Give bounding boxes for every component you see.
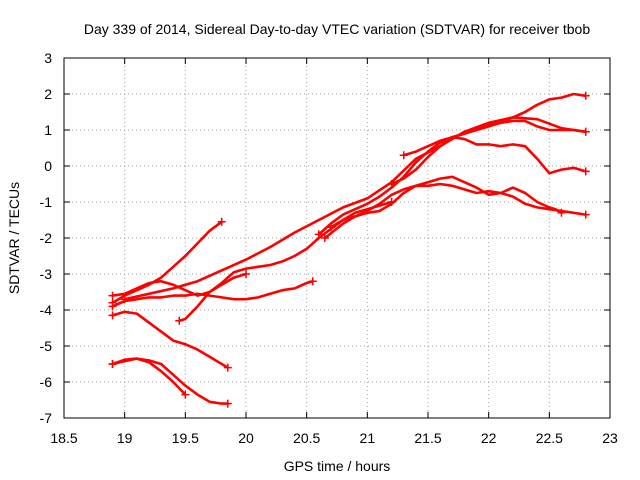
data-point-marker bbox=[108, 302, 117, 311]
y-tick-label: -6 bbox=[40, 374, 53, 390]
data-point-marker bbox=[108, 291, 117, 300]
axis-ticks: 18.5 19 19.5 20 20.5 21 21.5 22 22.5 23-7-6-5-4-3… bbox=[40, 50, 618, 446]
series-line-sat-e bbox=[111, 279, 315, 308]
x-tick-label: 19.5 bbox=[172, 430, 199, 446]
y-tick-label: -5 bbox=[40, 338, 53, 354]
x-tick-label: 20.5 bbox=[293, 430, 320, 446]
plot-series bbox=[108, 91, 590, 408]
x-tick-label: 21.5 bbox=[414, 430, 441, 446]
data-point-marker bbox=[320, 234, 329, 242]
data-point-marker bbox=[314, 230, 323, 239]
plot-frame bbox=[63, 57, 611, 419]
series-line-sat-g bbox=[178, 200, 393, 323]
data-point-marker bbox=[108, 311, 117, 320]
y-axis-label: SDTVAR / TECUs bbox=[6, 182, 22, 294]
series-line-sat-d bbox=[111, 220, 223, 305]
series-line-sat-b bbox=[111, 357, 187, 396]
data-point-marker bbox=[181, 390, 190, 399]
data-point-marker bbox=[223, 399, 232, 408]
data-point-marker bbox=[399, 151, 408, 160]
chart-title: Day 339 of 2014, Sidereal Day-to-day VTE… bbox=[84, 21, 591, 37]
data-point-marker bbox=[581, 91, 590, 100]
y-tick-label: 3 bbox=[44, 50, 52, 66]
y-tick-label: -4 bbox=[40, 302, 53, 318]
series-line-sat-l bbox=[402, 92, 588, 157]
data-point-marker bbox=[108, 360, 117, 368]
data-point-marker bbox=[581, 210, 590, 219]
y-tick-label: 0 bbox=[44, 158, 52, 174]
x-tick-label: 22.5 bbox=[536, 430, 563, 446]
x-axis-label: GPS time / hours bbox=[284, 458, 391, 474]
data-point-marker bbox=[223, 363, 232, 372]
data-point-marker bbox=[120, 295, 129, 304]
x-tick-label: 20 bbox=[238, 430, 254, 446]
series-line-sat-c bbox=[111, 310, 230, 369]
data-point-marker bbox=[581, 127, 590, 136]
series-line-sat-m bbox=[390, 135, 588, 186]
x-tick-label: 21 bbox=[360, 430, 376, 446]
data-point-marker bbox=[242, 270, 250, 278]
data-point-marker bbox=[326, 223, 335, 232]
y-tick-label: -1 bbox=[40, 194, 53, 210]
y-tick-label: 1 bbox=[44, 122, 52, 138]
series-line-sat-a bbox=[111, 357, 230, 405]
x-tick-label: 19 bbox=[117, 430, 133, 446]
y-tick-label: -3 bbox=[40, 266, 53, 282]
series-line-sat-k bbox=[329, 175, 563, 229]
y-tick-label: -7 bbox=[40, 410, 53, 426]
x-tick-label: 23 bbox=[602, 430, 618, 446]
y-tick-label: 2 bbox=[44, 86, 52, 102]
x-tick-label: 18.5 bbox=[50, 430, 77, 446]
x-tick-label: 22 bbox=[481, 430, 497, 446]
data-point-marker bbox=[175, 316, 184, 325]
data-point-marker bbox=[557, 208, 566, 217]
data-point-marker bbox=[581, 167, 590, 176]
data-point-marker bbox=[308, 277, 317, 286]
series-line-sat-j bbox=[323, 182, 588, 240]
grid bbox=[64, 58, 610, 418]
data-point-marker bbox=[387, 180, 396, 188]
y-tick-label: -2 bbox=[40, 230, 53, 246]
data-point-marker bbox=[217, 217, 226, 226]
